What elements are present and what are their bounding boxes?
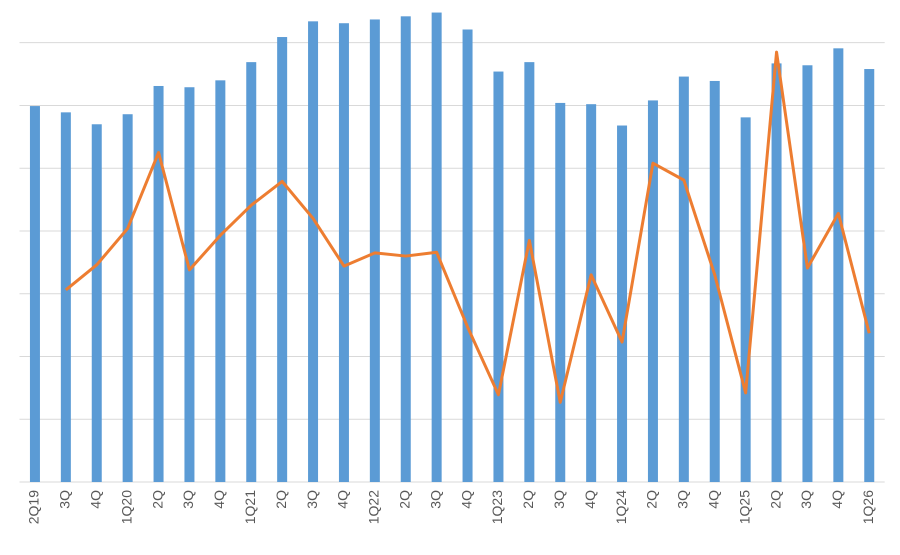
bar xyxy=(493,71,504,482)
x-tick-label: 1Q21 xyxy=(242,490,258,524)
bar xyxy=(524,62,535,482)
x-tick-label: 1Q23 xyxy=(489,490,505,524)
x-tick-label: 3Q xyxy=(675,490,691,509)
x-tick-label: 4Q xyxy=(582,490,598,509)
bar xyxy=(802,65,813,482)
bar xyxy=(91,124,102,482)
bar xyxy=(431,12,442,482)
x-tick-label: 4Q xyxy=(87,490,103,509)
bar xyxy=(153,85,164,482)
x-tick-label: 1Q26 xyxy=(860,490,876,524)
bar xyxy=(277,37,288,482)
x-tick-label: 4Q xyxy=(705,490,721,509)
x-tick-label: 2Q xyxy=(149,490,165,509)
bar xyxy=(29,106,40,483)
bar xyxy=(215,80,226,482)
x-tick-label: 2Q xyxy=(396,490,412,509)
x-tick-label: 2Q xyxy=(767,490,783,509)
bar xyxy=(617,125,628,482)
x-tick-label: 3Q xyxy=(180,490,196,509)
x-tick-label: 2Q xyxy=(520,490,536,509)
bar xyxy=(647,100,658,483)
bar xyxy=(740,117,751,483)
x-tick-label: 4Q xyxy=(335,490,351,509)
bar xyxy=(184,87,195,483)
x-tick-label: 4Q xyxy=(458,490,474,509)
x-tick-label: 4Q xyxy=(829,490,845,509)
bar xyxy=(400,16,411,482)
x-tick-label: 1Q22 xyxy=(366,490,382,524)
bar xyxy=(462,29,473,482)
bar xyxy=(771,63,782,482)
bar xyxy=(122,114,133,482)
bar xyxy=(709,80,720,482)
x-tick-label: 1Q24 xyxy=(613,490,629,524)
bar xyxy=(308,21,319,483)
bar xyxy=(60,112,71,482)
bar xyxy=(586,104,597,483)
x-tick-label: 3Q xyxy=(551,490,567,509)
x-tick-label: 1Q20 xyxy=(118,490,134,524)
x-tick-label: 3Q xyxy=(798,490,814,509)
x-tick-label: 2Q xyxy=(644,490,660,509)
x-tick-label: 2Q19 xyxy=(26,490,42,524)
bar xyxy=(555,102,566,482)
x-tick-label: 4Q xyxy=(211,490,227,509)
bar xyxy=(246,62,257,482)
line xyxy=(64,50,871,404)
bar xyxy=(369,19,380,483)
bar xyxy=(833,48,844,482)
x-tick-label: 3Q xyxy=(304,490,320,509)
bar xyxy=(338,23,349,483)
bar xyxy=(678,76,689,482)
x-tick-label: 3Q xyxy=(427,490,443,509)
x-tick-label: 3Q xyxy=(57,490,73,509)
x-tick-label: 1Q25 xyxy=(736,490,752,524)
x-tick-label: 2Q xyxy=(273,490,289,509)
bar xyxy=(864,69,875,482)
